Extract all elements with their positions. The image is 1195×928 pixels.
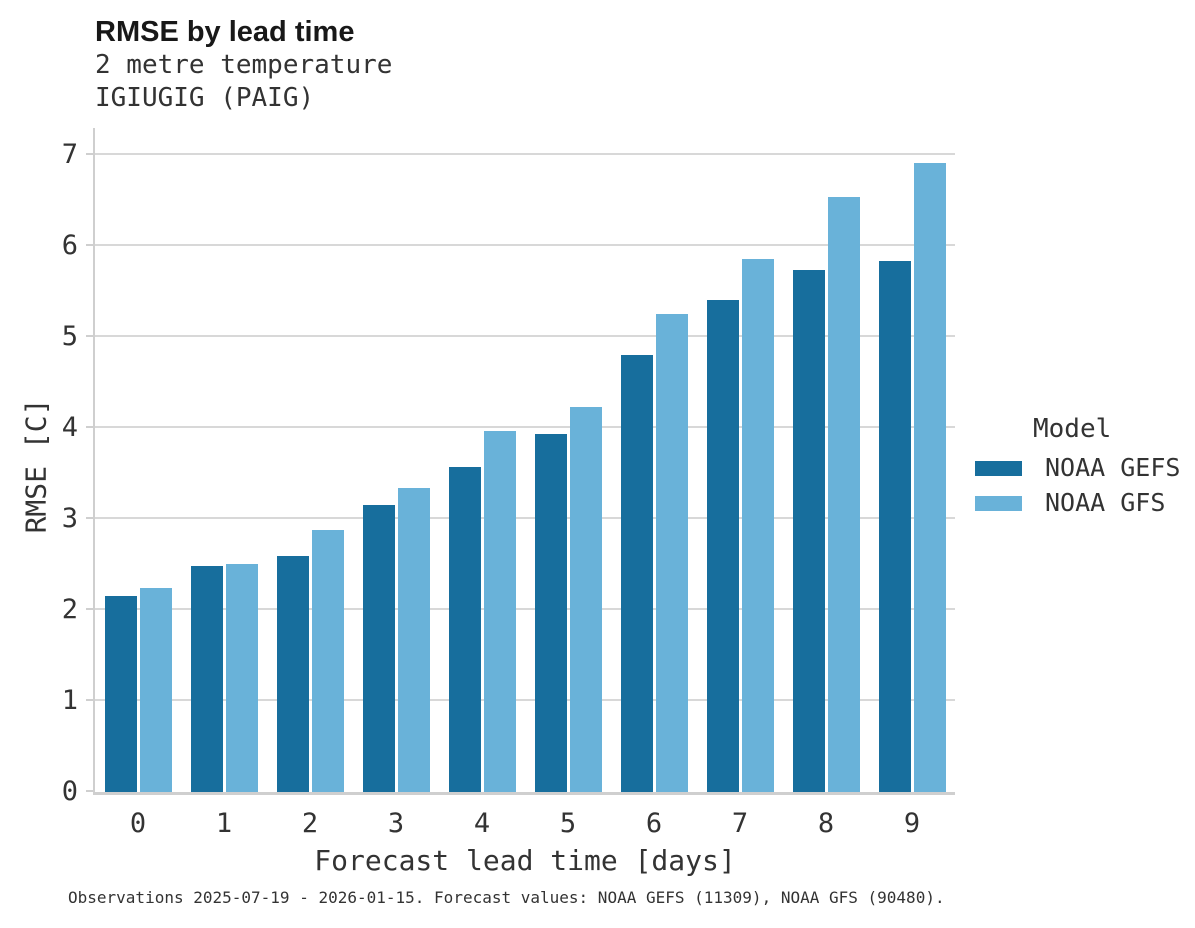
x-axis-tick-label-6: 6 xyxy=(645,808,663,839)
legend-title: Model xyxy=(1033,414,1112,444)
y-tickmark-1 xyxy=(86,699,93,702)
x-axis-tick-label-4: 4 xyxy=(473,808,491,839)
bar-noaa-gefs-lead-7 xyxy=(706,299,739,792)
bar-noaa-gfs-lead-6 xyxy=(655,313,688,792)
gridline-y6 xyxy=(95,244,955,247)
bar-noaa-gefs-lead-9 xyxy=(878,260,911,792)
bar-noaa-gefs-lead-5 xyxy=(534,433,567,792)
y-axis-tick-label-4: 4 xyxy=(61,412,78,444)
bar-noaa-gefs-lead-3 xyxy=(362,504,395,792)
legend-item-noaa-gfs: NOAA GFS xyxy=(975,488,1190,517)
legend: Model NOAA GEFS NOAA GFS xyxy=(975,414,1190,517)
y-axis-tick-label-3: 3 xyxy=(61,503,78,535)
bar-noaa-gfs-lead-4 xyxy=(483,430,516,792)
bar-noaa-gfs-lead-7 xyxy=(741,258,774,792)
bar-series xyxy=(95,128,955,792)
y-tickmark-3 xyxy=(86,517,93,520)
bar-noaa-gefs-lead-6 xyxy=(620,354,653,792)
bar-group-lead-1 xyxy=(181,128,267,792)
bar-noaa-gefs-lead-0 xyxy=(104,596,137,792)
chart-subtitle-line2: IGIUGIG (PAIG) xyxy=(95,83,315,113)
y-axis-tick-labels: 0 1 2 3 4 5 6 7 xyxy=(0,128,80,807)
bar-group-lead-0 xyxy=(95,128,181,792)
bar-group-lead-5 xyxy=(525,128,611,792)
y-tickmark-5 xyxy=(86,335,93,338)
gridline-y7 xyxy=(95,153,955,156)
y-axis-tick-label-2: 2 xyxy=(61,594,78,626)
gridline-y1 xyxy=(95,699,955,702)
bar-noaa-gefs-lead-4 xyxy=(448,467,481,792)
y-tickmark-6 xyxy=(86,244,93,247)
legend-swatch-noaa-gfs xyxy=(975,495,1022,511)
x-axis-tick-label-9: 9 xyxy=(903,808,921,839)
bar-noaa-gefs-lead-8 xyxy=(792,269,825,792)
bar-noaa-gfs-lead-0 xyxy=(139,588,172,792)
bar-noaa-gefs-lead-1 xyxy=(190,566,223,792)
y-tickmark-7 xyxy=(86,153,93,156)
chart-subtitle: 2 metre temperature IGIUGIG (PAIG) xyxy=(95,49,392,115)
gridline-y5 xyxy=(95,335,955,338)
bar-noaa-gfs-lead-5 xyxy=(569,407,602,792)
legend-label-noaa-gfs: NOAA GFS xyxy=(1045,488,1166,517)
x-axis-tick-label-5: 5 xyxy=(559,808,577,839)
bar-noaa-gfs-lead-3 xyxy=(397,488,430,792)
bar-group-lead-3 xyxy=(353,128,439,792)
y-axis-tick-label-0: 0 xyxy=(61,776,78,807)
x-axis-tick-label-1: 1 xyxy=(215,808,233,839)
y-axis-tick-label-6: 6 xyxy=(61,230,78,262)
gridline-y2 xyxy=(95,608,955,611)
gridline-y3 xyxy=(95,517,955,520)
bar-group-lead-9 xyxy=(869,128,955,792)
chart-title: RMSE by lead time xyxy=(95,16,355,48)
y-axis-tick-label-5: 5 xyxy=(61,321,78,353)
legend-item-noaa-gefs: NOAA GEFS xyxy=(975,453,1190,482)
gridline-y4 xyxy=(95,426,955,429)
chart-subtitle-line1: 2 metre temperature xyxy=(95,50,393,80)
legend-swatch-noaa-gefs xyxy=(975,460,1022,476)
bar-group-lead-2 xyxy=(267,128,353,792)
bar-noaa-gfs-lead-2 xyxy=(311,530,344,792)
x-axis-tick-label-7: 7 xyxy=(731,808,749,839)
y-axis-spine xyxy=(93,128,95,792)
legend-label-noaa-gefs: NOAA GEFS xyxy=(1045,453,1181,482)
x-axis-tick-label-3: 3 xyxy=(387,808,405,839)
bar-group-lead-6 xyxy=(611,128,697,792)
y-axis-tick-label-1: 1 xyxy=(61,685,78,717)
bar-noaa-gfs-lead-8 xyxy=(827,197,860,792)
bar-group-lead-4 xyxy=(439,128,525,792)
x-axis-spine xyxy=(93,792,955,795)
y-axis-tick-label-7: 7 xyxy=(61,139,78,171)
bar-noaa-gefs-lead-2 xyxy=(276,556,309,792)
caption: Observations 2025-07-19 - 2026-01-15. Fo… xyxy=(68,888,945,907)
bar-group-lead-7 xyxy=(697,128,783,792)
bar-noaa-gfs-lead-9 xyxy=(913,163,946,792)
x-axis-tick-label-8: 8 xyxy=(817,808,835,839)
plot-area xyxy=(86,128,955,795)
y-tickmark-0 xyxy=(86,790,93,792)
x-axis-tick-label-2: 2 xyxy=(301,808,319,839)
x-axis-tick-labels: 0 1 2 3 4 5 6 7 8 9 xyxy=(95,806,955,842)
x-axis-tick-label-0: 0 xyxy=(129,808,147,839)
y-tickmark-4 xyxy=(86,426,93,429)
y-tickmark-2 xyxy=(86,608,93,611)
bar-group-lead-8 xyxy=(783,128,869,792)
x-axis-title: Forecast lead time [days] xyxy=(314,844,736,877)
bar-noaa-gfs-lead-1 xyxy=(225,563,258,792)
